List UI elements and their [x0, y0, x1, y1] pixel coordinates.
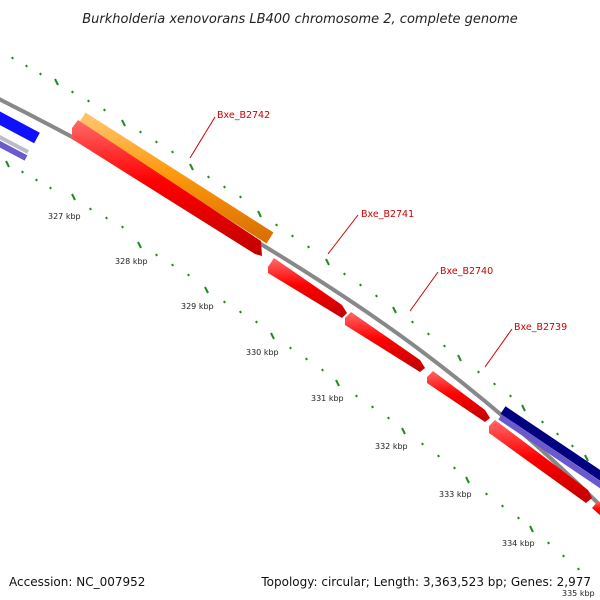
tick-label: 330 kbp: [246, 348, 279, 357]
tick-label: 334 kbp: [502, 539, 535, 548]
gene-label-leaders: [189, 116, 513, 368]
inner-dotted-ring: [5, 160, 580, 571]
map-title: Burkholderia xenovorans LB400 chromosome…: [82, 12, 518, 27]
accession-text: Accession: NC_007952: [9, 575, 145, 589]
topology-text: Topology: circular; Length: 3,363,523 bp…: [260, 575, 591, 589]
gene-arrow-6: [592, 501, 600, 516]
tick-label: 335 kbp: [562, 589, 595, 598]
gene-arrow-3: [345, 312, 425, 372]
gene-label-bxe-b2741: Bxe_B2741: [361, 209, 414, 220]
gene-arrow-4: [427, 371, 490, 422]
reverse-strand-genes: [72, 120, 600, 516]
outer-dotted-ring: [11, 56, 589, 462]
tick-label: 328 kbp: [115, 257, 148, 266]
gene-bxe-b2742-forward: [78, 112, 274, 244]
tick-label: 327 kbp: [48, 212, 81, 221]
gene-purple: [498, 414, 600, 489]
gene-label-bxe-b2740: Bxe_B2740: [440, 266, 493, 277]
gene-label-bxe-b2739: Bxe_B2739: [514, 322, 567, 333]
left-edge-genes: [0, 111, 40, 161]
gene-purple-partial: [0, 140, 28, 161]
gene-blue-partial: [0, 111, 40, 144]
gene-arrow-2: [268, 258, 347, 318]
tick-label: 329 kbp: [181, 302, 214, 311]
tick-labels: 327 kbp 328 kbp 329 kbp 330 kbp 331 kbp …: [48, 212, 595, 598]
gene-navy: [500, 406, 600, 481]
tick-label: 333 kbp: [439, 490, 472, 499]
gene-arrow-1: [72, 120, 262, 256]
tick-label: 331 kbp: [311, 394, 344, 403]
genome-backbone: [0, 97, 600, 508]
right-edge-genes: [498, 406, 600, 489]
gene-arrow-5: [489, 420, 592, 503]
tick-label: 332 kbp: [375, 442, 408, 451]
gene-grey-partial: [0, 135, 29, 154]
gene-label-bxe-b2742: Bxe_B2742: [217, 110, 270, 121]
